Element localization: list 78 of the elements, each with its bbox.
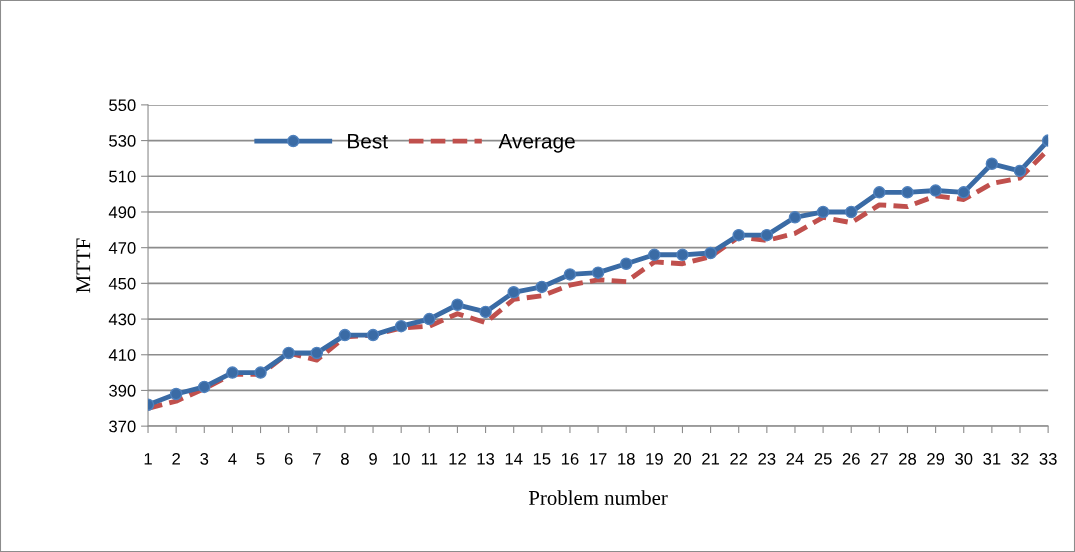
y-tick-label: 450: [108, 277, 136, 290]
y-tick-label: 370: [109, 420, 136, 433]
point: [901, 186, 914, 199]
point: [732, 228, 745, 242]
y-tick-label: 530: [109, 134, 136, 147]
x-tick-label: 10: [393, 452, 410, 465]
point: [619, 257, 633, 270]
x-tick-label: 22: [730, 452, 748, 465]
x-tick-label: 21: [702, 452, 720, 465]
x-tick-label: 6: [284, 452, 293, 465]
x-axis-title: Problem number: [528, 490, 668, 505]
point: [816, 205, 830, 219]
point: [1013, 164, 1027, 178]
x-tick-label: 27: [870, 452, 888, 465]
y-axis-title: MTTF: [76, 238, 91, 293]
point: [226, 366, 239, 379]
point: [563, 268, 577, 281]
x-tick-label: 14: [505, 453, 523, 465]
point: [591, 266, 605, 279]
x-tick-label: 11: [421, 453, 438, 465]
x-tick-label: 18: [618, 452, 635, 465]
y-tick-label: 550: [109, 99, 136, 112]
x-tick-label: 31: [983, 452, 1001, 465]
point: [648, 248, 661, 262]
x-tick-label: 9: [369, 452, 377, 465]
legend-label: Average: [498, 134, 575, 153]
y-tick-label: 430: [108, 313, 136, 326]
x-tick-label: 32: [1011, 452, 1029, 465]
x-tick-label: 23: [758, 452, 776, 465]
point: [479, 305, 492, 319]
x-tick-label: 29: [927, 452, 945, 465]
point: [760, 228, 774, 242]
x-tick-label: 20: [674, 452, 692, 465]
y-tick-label: 470: [108, 242, 136, 254]
y-tick-label: 390: [109, 384, 136, 397]
x-tick-label: 3: [200, 452, 209, 465]
point: [198, 380, 211, 394]
x-tick-label: 30: [955, 452, 973, 465]
x-tick-label: 19: [646, 452, 663, 465]
point: [254, 366, 267, 379]
point: [704, 246, 717, 260]
x-tick-label: 33: [1039, 452, 1057, 465]
y-tick-label: 510: [109, 170, 136, 183]
point: [169, 387, 183, 401]
x-tick-label: 8: [341, 452, 349, 465]
point: [366, 328, 380, 342]
x-tick-label: 16: [561, 452, 579, 465]
point: [394, 319, 408, 333]
x-tick-label: 12: [449, 452, 466, 465]
point: [451, 298, 464, 312]
x-tick-label: 2: [172, 452, 180, 465]
x-tick-label: 15: [533, 453, 551, 465]
x-tick-label: 24: [786, 452, 804, 465]
x-tick-label: 28: [899, 452, 917, 465]
point: [957, 186, 970, 199]
x-tick-label: 1: [144, 453, 152, 465]
point: [985, 157, 999, 171]
point: [282, 346, 295, 360]
x-tick-label: 13: [477, 452, 495, 465]
point: [873, 186, 886, 199]
x-tick-label: 26: [842, 452, 860, 465]
point: [535, 280, 549, 294]
point: [929, 184, 942, 197]
legend-label: Best: [348, 134, 388, 149]
x-tick-label: 17: [590, 453, 607, 465]
x-tick-label: 4: [228, 453, 237, 465]
point: [310, 346, 324, 360]
x-tick-label: 7: [313, 453, 321, 465]
y-tick-label: 410: [108, 349, 136, 361]
point: [788, 211, 802, 224]
point: [507, 286, 520, 299]
point: [423, 312, 436, 326]
x-tick-label: 25: [814, 452, 832, 465]
point: [844, 205, 858, 219]
point: [338, 328, 352, 342]
y-tick-label: 490: [108, 206, 136, 219]
point: [676, 248, 689, 262]
x-tick-label: 5: [256, 453, 265, 465]
